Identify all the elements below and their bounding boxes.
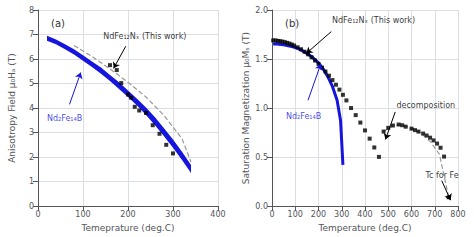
svg-text:NdFe₁₂Nₓ (This work): NdFe₁₂Nₓ (This work) — [103, 32, 186, 41]
svg-text:8: 8 — [29, 6, 34, 15]
svg-text:6: 6 — [29, 55, 34, 64]
svg-text:0: 0 — [29, 202, 34, 211]
svg-text:1.5: 1.5 — [255, 55, 268, 64]
svg-text:0.0: 0.0 — [255, 202, 268, 211]
svg-text:0: 0 — [269, 210, 274, 219]
svg-text:400: 400 — [357, 210, 372, 219]
svg-text:200: 200 — [120, 210, 135, 219]
svg-text:1.0: 1.0 — [255, 104, 268, 113]
svg-text:(b): (b) — [285, 18, 299, 29]
svg-text:2.0: 2.0 — [255, 6, 268, 15]
svg-text:200: 200 — [311, 210, 326, 219]
svg-text:0: 0 — [35, 210, 40, 219]
svg-text:(a): (a) — [51, 18, 65, 29]
svg-text:800: 800 — [450, 210, 465, 219]
svg-text:100: 100 — [75, 210, 90, 219]
svg-text:Anisotropy Field μ₀Hₐ (T): Anisotropy Field μ₀Hₐ (T) — [7, 53, 17, 163]
svg-text:300: 300 — [165, 210, 180, 219]
svg-text:Nd₂Fe₁₄B: Nd₂Fe₁₄B — [47, 114, 82, 123]
svg-text:600: 600 — [404, 210, 419, 219]
svg-text:decomposition: decomposition — [396, 101, 455, 110]
svg-text:3: 3 — [29, 128, 34, 137]
svg-text:5: 5 — [29, 79, 34, 88]
svg-text:4: 4 — [29, 104, 34, 113]
svg-text:700: 700 — [427, 210, 442, 219]
svg-text:Temeprature (deg.C): Temeprature (deg.C) — [80, 223, 174, 233]
svg-text:400: 400 — [210, 210, 225, 219]
svg-text:300: 300 — [334, 210, 349, 219]
svg-text:Saturation Magnetization μ₀Mₛ: Saturation Magnetization μ₀Mₛ (T) — [241, 32, 251, 184]
svg-text:Nd₂Fe₁₄B: Nd₂Fe₁₄B — [286, 112, 321, 121]
svg-text:7: 7 — [29, 30, 34, 39]
svg-text:Tc for Fe: Tc for Fe — [424, 171, 458, 180]
svg-text:NdFe₁₂Nₓ (This work): NdFe₁₂Nₓ (This work) — [332, 16, 415, 25]
svg-text:Temperature (deg.C): Temperature (deg.C) — [317, 223, 411, 233]
svg-text:2: 2 — [29, 153, 34, 162]
svg-text:500: 500 — [381, 210, 396, 219]
svg-text:0.5: 0.5 — [255, 153, 268, 162]
svg-text:1: 1 — [29, 177, 34, 186]
svg-text:100: 100 — [288, 210, 303, 219]
